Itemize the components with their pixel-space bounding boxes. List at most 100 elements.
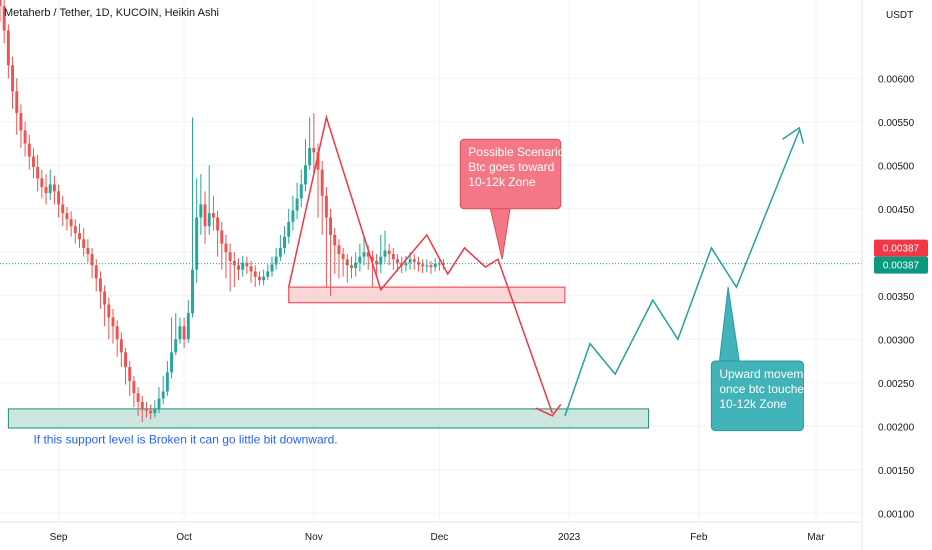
last-price-text: 0.00387 bbox=[883, 261, 920, 272]
candle-body bbox=[237, 265, 240, 270]
candle-body bbox=[324, 195, 328, 218]
callout-text: Btc goes toward bbox=[468, 160, 554, 174]
candle-body bbox=[165, 372, 169, 392]
candle-body bbox=[270, 264, 274, 272]
candle-body bbox=[23, 130, 27, 144]
candle-body bbox=[429, 265, 433, 268]
candle-body bbox=[245, 262, 249, 267]
bullish-scenario-line bbox=[564, 130, 800, 417]
candle-body bbox=[191, 269, 194, 314]
candle-body bbox=[124, 352, 127, 368]
candle-body bbox=[320, 169, 324, 196]
candle-body bbox=[0, 0, 2, 7]
candle-body bbox=[44, 187, 48, 194]
callout-tail bbox=[718, 287, 740, 363]
candle-body bbox=[186, 313, 190, 340]
y-tick-label: 0.00250 bbox=[878, 379, 915, 390]
candle-body bbox=[82, 239, 86, 248]
candle-body bbox=[90, 254, 94, 266]
candle-body bbox=[32, 156, 35, 168]
zones bbox=[7, 286, 650, 429]
candle-body bbox=[287, 221, 291, 237]
candle-body bbox=[61, 204, 65, 214]
candle-body bbox=[2, 6, 6, 31]
callout-text: once btc touches bbox=[719, 382, 810, 396]
x-tick-label: Nov bbox=[305, 532, 323, 543]
candle-body bbox=[412, 259, 416, 262]
callout-text: 10-12k Zone bbox=[468, 175, 536, 189]
candle-body bbox=[178, 326, 182, 340]
candle-body bbox=[262, 276, 266, 281]
bearish-arrowhead bbox=[535, 404, 562, 417]
candle-body bbox=[329, 217, 333, 235]
candle-body bbox=[153, 408, 157, 414]
candle-body bbox=[128, 367, 132, 382]
y-tick-label: 0.00600 bbox=[878, 74, 915, 85]
candles bbox=[0, 0, 446, 422]
candle-body bbox=[341, 254, 345, 260]
scenario-paths bbox=[0, 114, 862, 417]
candle-body bbox=[437, 263, 441, 265]
x-tick-label: Mar bbox=[807, 532, 825, 543]
candle-body bbox=[366, 252, 370, 257]
candle-body bbox=[6, 30, 10, 66]
candle-body bbox=[442, 263, 446, 265]
candle-body bbox=[308, 147, 312, 166]
candle-body bbox=[86, 247, 90, 255]
candle-body bbox=[249, 266, 253, 272]
candle-body bbox=[362, 252, 366, 257]
candle-body bbox=[73, 226, 77, 234]
candle-body bbox=[19, 113, 23, 131]
candle-body bbox=[132, 381, 136, 394]
candle-body bbox=[195, 217, 199, 270]
y-tick-label: 0.00100 bbox=[878, 509, 915, 520]
candle-body bbox=[266, 271, 270, 277]
candle-body bbox=[119, 339, 123, 353]
candle-body bbox=[387, 250, 391, 255]
candle-body bbox=[408, 259, 412, 263]
candle-body bbox=[299, 184, 303, 199]
candle-body bbox=[370, 256, 374, 261]
candle-body bbox=[350, 265, 353, 268]
candle-body bbox=[354, 262, 358, 268]
candle-body bbox=[257, 276, 261, 281]
x-tick-label: Dec bbox=[430, 532, 448, 543]
candle-body bbox=[170, 352, 174, 373]
y-tick-label: 0.00450 bbox=[878, 205, 915, 216]
candle-body bbox=[241, 262, 245, 270]
candle-body bbox=[182, 326, 186, 340]
candle-body bbox=[203, 204, 207, 227]
candle-body bbox=[94, 265, 98, 279]
candle-body bbox=[11, 65, 15, 92]
y-tick-label: 0.00500 bbox=[878, 161, 915, 172]
candle-body bbox=[211, 213, 215, 218]
candle-body bbox=[161, 391, 165, 399]
candle-body bbox=[295, 198, 299, 211]
candle-body bbox=[103, 291, 107, 305]
support-zone bbox=[7, 408, 650, 429]
candle-body bbox=[36, 167, 40, 179]
candle-body bbox=[149, 410, 153, 414]
candle-body bbox=[15, 91, 19, 114]
candle-body bbox=[115, 326, 119, 340]
last-price-text: 0.00387 bbox=[883, 244, 920, 255]
candle-body bbox=[52, 184, 56, 192]
candle-body bbox=[283, 236, 287, 248]
candle-body bbox=[78, 233, 81, 240]
candle-body bbox=[425, 265, 429, 267]
y-tick-label: 0.00350 bbox=[878, 292, 915, 303]
candle-body bbox=[228, 252, 232, 261]
candle-body bbox=[57, 191, 61, 205]
candle-body bbox=[358, 256, 362, 263]
candle-body bbox=[40, 178, 44, 188]
x-tick-label: 2023 bbox=[558, 532, 581, 543]
y-tick-label: 0.00300 bbox=[878, 335, 915, 346]
x-tick-label: Feb bbox=[690, 532, 708, 543]
callout-tail bbox=[489, 207, 511, 260]
callout-text: Possible Scenario If bbox=[468, 145, 575, 159]
candle-body bbox=[345, 259, 349, 266]
